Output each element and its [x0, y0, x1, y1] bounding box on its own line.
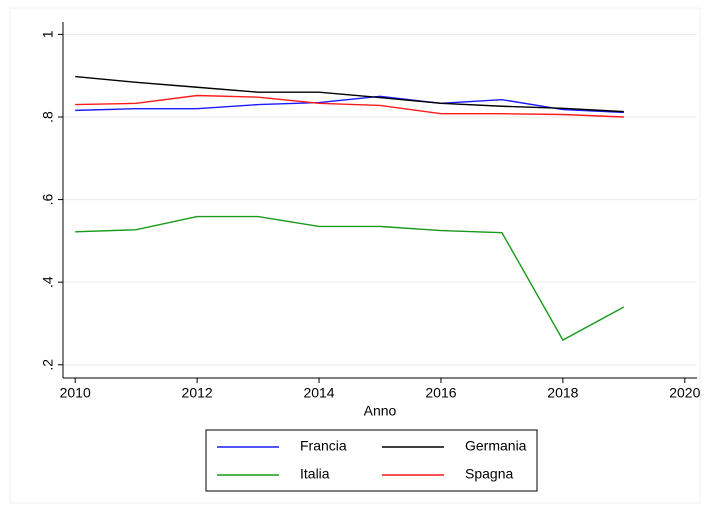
x-tick-label: 2010: [60, 385, 91, 401]
series-line: [75, 75, 624, 113]
x-axis-label: Anno: [364, 403, 397, 419]
legend-label: Italia: [300, 466, 330, 482]
series-line: [75, 94, 624, 118]
chart-frame: [9, 7, 701, 504]
legend-label: Spagna: [465, 466, 513, 482]
series-line: [75, 95, 624, 114]
x-tick-label: 2016: [425, 385, 456, 401]
y-tick-label: .2: [40, 359, 56, 371]
y-tick-label: .6: [40, 194, 56, 206]
x-tick-label: 2014: [303, 385, 334, 401]
y-tick-label: .4: [40, 276, 56, 288]
x-tick-label: 2012: [182, 385, 213, 401]
y-tick-label: .8: [40, 111, 56, 123]
legend-box: [205, 429, 538, 492]
legend-label: Francia: [300, 438, 347, 454]
x-tick-label: 2018: [547, 385, 578, 401]
series-line: [75, 215, 625, 341]
x-tick-label: 2020: [669, 385, 700, 401]
y-tick-label: 1: [40, 30, 56, 38]
legend-label: Germania: [465, 438, 527, 454]
